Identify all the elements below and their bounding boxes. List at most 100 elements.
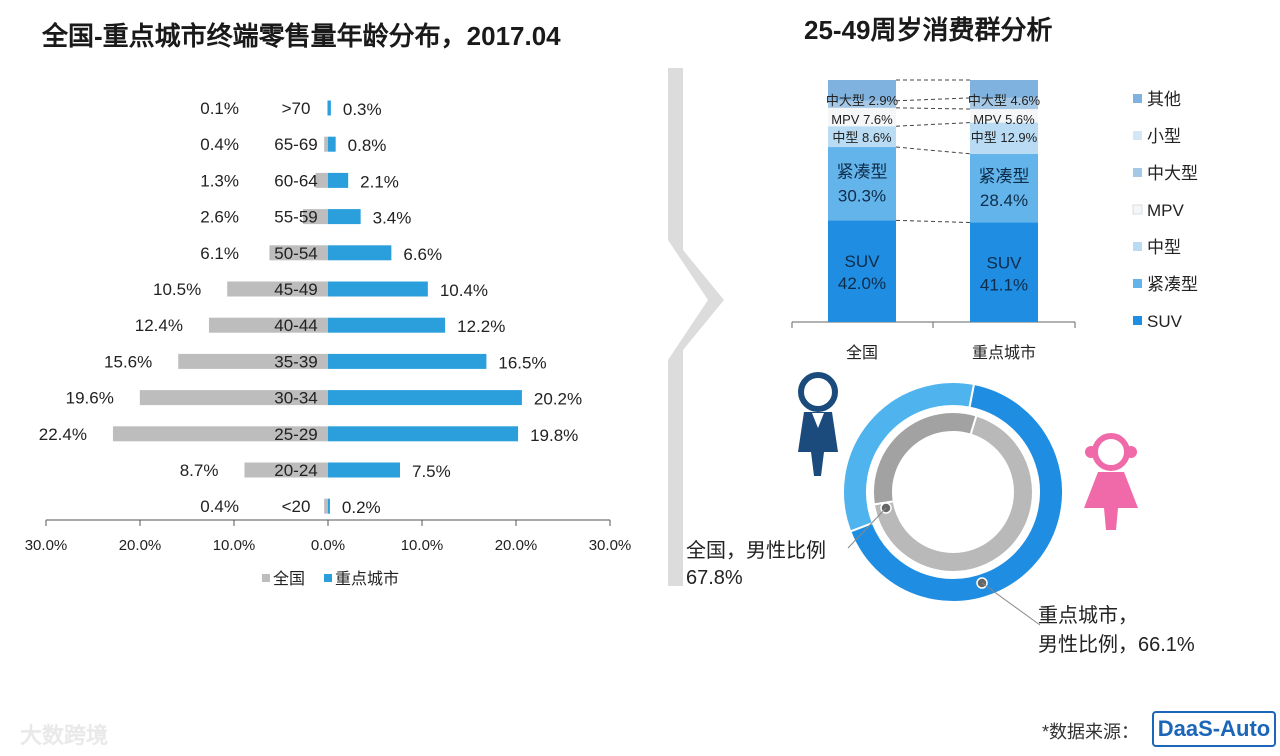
stack-segment-seg: [970, 80, 1038, 98]
compact-label: 紧凑型: [979, 167, 1030, 186]
national-value-label: 6.1%: [200, 244, 239, 263]
bar-key-cities: [328, 281, 428, 297]
age-category-label: 30-34: [274, 389, 317, 408]
national-value-label: 12.4%: [135, 316, 183, 335]
left-chart-title: 全国-重点城市终端零售量年龄分布，2017.04: [42, 21, 561, 51]
age-category-label: 50-54: [274, 244, 317, 263]
suv-label: SUV: [987, 253, 1023, 272]
national-value-label: 0.1%: [200, 99, 239, 118]
age-category-label: 25-29: [274, 425, 317, 444]
national-male-ratio-label: 全国，男性比例: [686, 539, 826, 562]
stack-segment-seg: [970, 122, 1038, 154]
stack-segment-mpv: [828, 107, 896, 127]
national-value-label: 8.7%: [180, 461, 219, 480]
watermark: 大数跨境: [20, 723, 109, 748]
national-value-label: 2.6%: [200, 208, 239, 227]
stacked-category-label: 全国: [846, 344, 878, 362]
midsize-label: 中型 12.9%: [971, 130, 1038, 145]
compact-value-label: 28.4%: [980, 191, 1028, 210]
bar-key-cities: [328, 498, 330, 514]
national-value-label: 0.4%: [200, 135, 239, 154]
stack-legend-swatch: [1133, 131, 1142, 140]
daas-auto-logo: DaaS-Auto: [1152, 711, 1276, 747]
bar-national: [139, 390, 328, 406]
stack-segment-suv: [828, 220, 896, 322]
stack-connector-line: [895, 107, 971, 110]
bar-key-cities: [328, 317, 446, 333]
age-category-label: 35-39: [274, 352, 317, 371]
key-cities-value-label: 0.3%: [343, 100, 382, 119]
national-value-label: 10.5%: [153, 280, 201, 299]
donut-inner-female-segment: [872, 411, 978, 506]
bar-key-cities: [328, 353, 487, 369]
key-cities-value-label: 7.5%: [412, 462, 451, 481]
age-category-label: <20: [282, 497, 311, 516]
age-category-label: 55-59: [274, 208, 317, 227]
national-value-label: 0.4%: [200, 497, 239, 516]
inner-ring-leader: [847, 507, 887, 549]
bar-national: [269, 245, 328, 261]
key-cities-value-label: 20.2%: [534, 390, 582, 409]
stack-connector-line: [895, 122, 971, 127]
bar-national: [327, 100, 329, 116]
bar-key-cities: [328, 100, 331, 116]
bar-key-cities: [328, 426, 519, 442]
male-figure-icon: [798, 372, 838, 476]
large-label: 中大型 2.9%: [826, 93, 899, 108]
x-tick-label: 20.0%: [119, 537, 162, 554]
large-label: 中大型 4.6%: [968, 93, 1041, 108]
key-cities-value-label: 12.2%: [457, 317, 505, 336]
stack-legend-swatch: [1133, 168, 1142, 177]
bar-national: [315, 172, 328, 188]
key-cities-value-label: 0.2%: [342, 498, 381, 517]
donut-inner-male-segment: [872, 414, 1034, 573]
female-figure-icon: [1084, 433, 1138, 530]
national-male-ratio-value: 67.8%: [686, 567, 743, 589]
donut-outer-male-segment: [849, 382, 1064, 603]
stack-connector-line: [895, 219, 971, 224]
stack-segment-seg: [828, 126, 896, 148]
mpv-label: MPV 7.6%: [831, 112, 893, 127]
suv-value-label: 41.1%: [980, 275, 1028, 294]
bar-national: [244, 462, 328, 478]
suv-value-label: 42.0%: [838, 274, 886, 293]
age-category-label: 20-24: [274, 461, 317, 480]
x-tick-label: 10.0%: [401, 537, 444, 554]
legend-swatch-national: [262, 574, 270, 582]
bar-key-cities: [328, 462, 400, 478]
legend-label-key-cities: 重点城市: [335, 570, 399, 588]
key-cities-value-label: 2.1%: [360, 172, 399, 191]
stack-segment-seg: [828, 100, 896, 108]
stack-legend-label: 中大型: [1147, 164, 1198, 183]
stack-legend-label: 小型: [1147, 127, 1181, 146]
national-value-label: 15.6%: [104, 352, 152, 371]
key-cities-male-ratio-value: 男性比例，66.1%: [1038, 633, 1195, 656]
source-label: *数据来源：: [1042, 722, 1140, 742]
age-category-label: 40-44: [274, 316, 317, 335]
stack-connector-line: [895, 146, 971, 155]
stack-segment-seg: [828, 80, 896, 101]
midsize-label: 中型 8.6%: [832, 130, 892, 145]
age-category-label: 65-69: [274, 135, 317, 154]
suv-label: SUV: [845, 252, 881, 271]
outer-ring-leader: [981, 582, 1041, 626]
stack-segment-suv: [970, 222, 1038, 322]
right-chart-title: 25-49周岁消费群分析: [804, 15, 1053, 45]
stack-legend-swatch: [1133, 242, 1142, 251]
age-category-label: 45-49: [274, 280, 317, 299]
compact-label: 紧凑型: [837, 163, 888, 182]
stack-segment-mpv: [970, 109, 1038, 123]
key-cities-value-label: 16.5%: [498, 353, 546, 372]
key-cities-value-label: 19.8%: [530, 426, 578, 445]
stack-connector-line: [895, 97, 971, 102]
stack-legend-label: 其他: [1147, 90, 1181, 109]
bar-national: [208, 317, 328, 333]
key-cities-value-label: 3.4%: [373, 209, 412, 228]
legend-label-national: 全国: [273, 570, 305, 588]
x-tick-label: 0.0%: [311, 537, 345, 554]
bar-key-cities: [328, 390, 522, 406]
bar-national: [112, 426, 329, 442]
separator-arrow-icon: [668, 68, 724, 586]
donut-outer-female-segment: [842, 381, 976, 533]
